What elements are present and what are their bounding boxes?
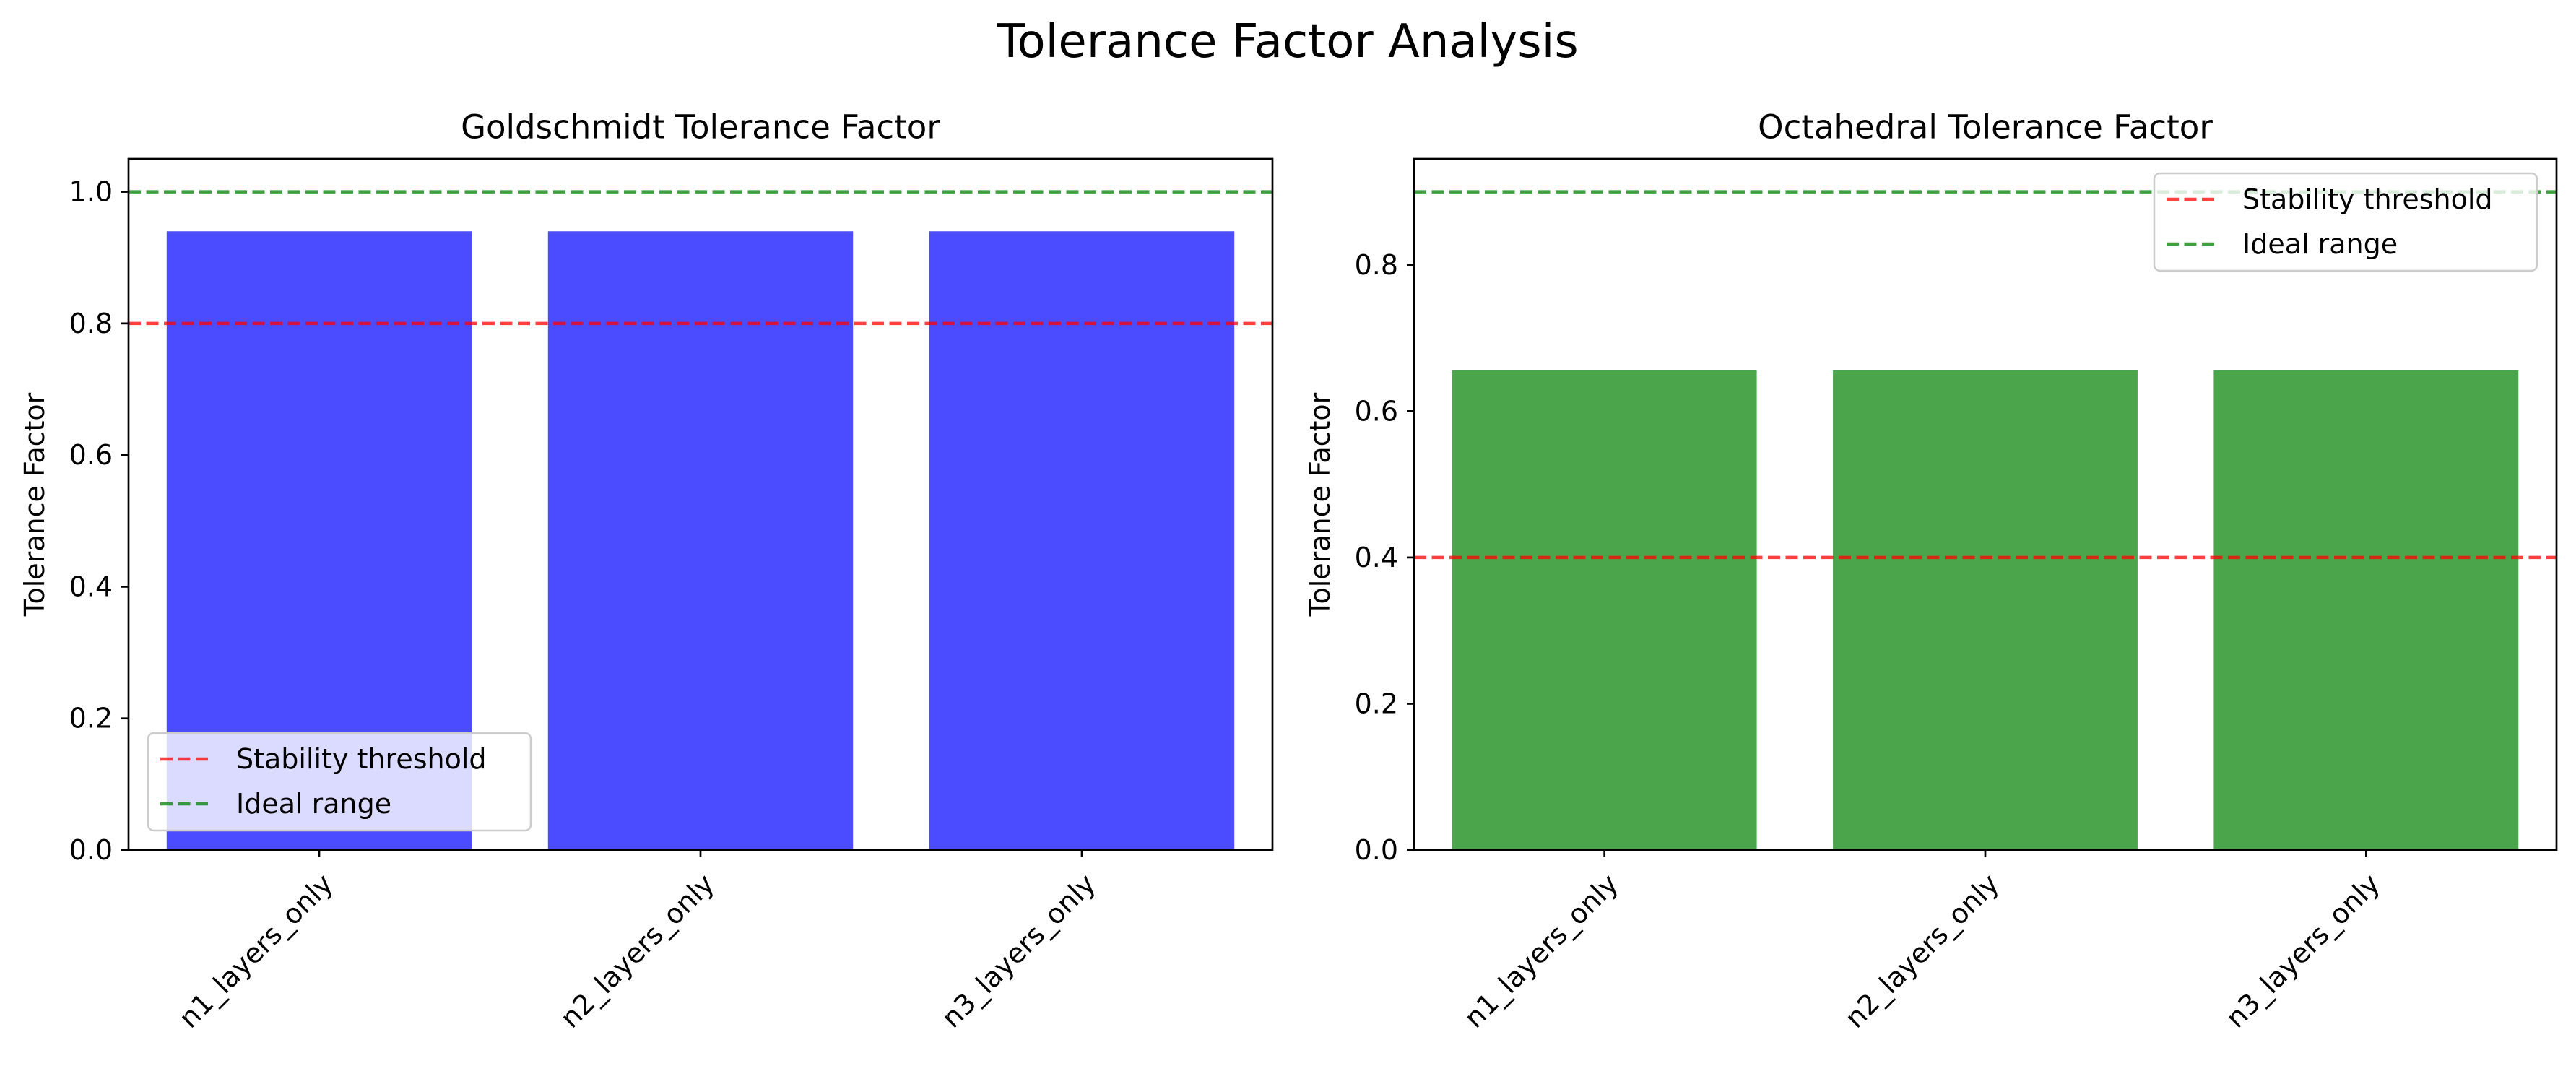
- figure-title: Tolerance Factor Analysis: [996, 15, 1578, 69]
- goldschmidt-legend-label: Ideal range: [236, 788, 391, 820]
- goldschmidt-y-tick-label: 0.6: [69, 439, 113, 471]
- goldschmidt-legend: [147, 732, 532, 832]
- octahedral-y-tick-label: 0.2: [1355, 688, 1398, 719]
- goldschmidt-bar: [547, 231, 854, 850]
- goldschmidt-y-axis-label: Tolerance Factor: [19, 392, 51, 617]
- goldschmidt-legend-label: Stability threshold: [236, 743, 487, 775]
- goldschmidt-y-tick-label: 0.2: [69, 703, 113, 734]
- goldschmidt-y-tick-label: 0.8: [69, 308, 113, 339]
- octahedral-bar: [1452, 370, 1757, 850]
- octahedral-y-tick-label: 0.8: [1355, 249, 1398, 281]
- octahedral-y-tick-label: 0.0: [1355, 834, 1398, 866]
- octahedral-legend-label: Ideal range: [2242, 228, 2398, 260]
- goldschmidt-y-tick-label: 0.4: [69, 571, 113, 602]
- octahedral-title: Octahedral Tolerance Factor: [1758, 108, 2213, 147]
- octahedral-bar: [2213, 370, 2519, 850]
- octahedral-chart: 0.00.20.40.60.8n1_layers_only n2_layers_o…: [1304, 108, 2558, 1034]
- octahedral-y-tick-label: 0.6: [1355, 395, 1398, 427]
- goldschmidt-title: Goldschmidt Tolerance Factor: [461, 108, 940, 147]
- octahedral-legend: [2153, 172, 2538, 272]
- goldschmidt-bar: [929, 231, 1235, 850]
- goldschmidt-y-tick-label: 0.0: [69, 834, 113, 866]
- octahedral-y-axis-label: Tolerance Factor: [1304, 392, 1336, 617]
- goldschmidt-y-tick-label: 1.0: [69, 176, 113, 208]
- octahedral-legend-label: Stability threshold: [2242, 183, 2493, 215]
- goldschmidt-chart: 0.00.20.40.60.81.0n1_layers_only n2_layer…: [19, 108, 1274, 1034]
- octahedral-y-tick-label: 0.4: [1355, 542, 1398, 573]
- octahedral-bar: [1833, 370, 2138, 850]
